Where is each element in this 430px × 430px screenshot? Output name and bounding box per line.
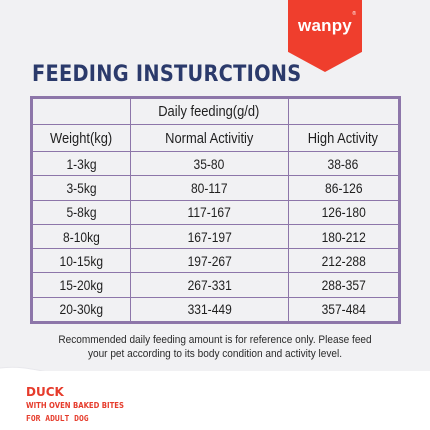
high-cell: 180-212 [287,223,401,250]
column-header-normal: Normal Activitiy [129,124,289,152]
high-cell: 126-180 [287,199,401,225]
weight-cell: 3-5kg [31,175,131,201]
high-cell: 357-484 [287,296,401,324]
empty-header-cell [31,97,131,125]
feeding-note-line1: Recommended daily feeding amount is for … [58,334,372,346]
weight-cell: 1-3kg [31,150,131,177]
product-band [0,371,430,430]
weight-cell: 10-15kg [31,248,131,274]
high-cell: 288-357 [287,272,401,298]
normal-cell: 117-167 [129,199,289,225]
normal-cell: 197-267 [129,248,289,274]
table-row: 10-15kg 197-267 212-288 [31,248,401,274]
empty-header-cell [287,97,401,125]
normal-cell: 35-80 [129,150,289,177]
brand-logo: wanpy [298,16,352,35]
feeding-table: Daily feeding(g/d) Weight(kg) Normal Act… [30,96,401,325]
table-row: 3-5kg 80-117 86-126 [31,175,401,201]
table-row: 1-3kg 35-80 38-86 [31,150,401,177]
weight-cell: 15-20kg [31,272,131,298]
product-subtitle: WITH OVEN BAKED BITES [26,401,124,410]
table-column-header-row: Weight(kg) Normal Activitiy High Activit… [31,124,401,152]
page-title: FEEDING INSTURCTIONS [32,62,302,87]
column-header-high: High Activity [287,124,401,152]
weight-cell: 5-8kg [31,199,131,225]
daily-feeding-header: Daily feeding(g/d) [129,97,289,125]
normal-cell: 267-331 [129,272,289,298]
feeding-note: Recommended daily feeding amount is for … [20,333,410,361]
normal-cell: 167-197 [129,223,289,250]
table-row: 15-20kg 267-331 288-357 [31,272,401,298]
table-row: 20-30kg 331-449 357-484 [31,296,401,324]
high-cell: 86-126 [287,175,401,201]
weight-cell: 8-10kg [31,223,131,250]
product-name: DUCK [26,385,64,399]
registered-mark: ® [352,11,356,17]
table-group-header-row: Daily feeding(g/d) [31,97,401,125]
normal-cell: 331-449 [129,296,289,324]
normal-cell: 80-117 [129,175,289,201]
table-row: 5-8kg 117-167 126-180 [31,199,401,225]
feeding-note-line2: your pet according to its body condition… [87,348,343,360]
high-cell: 38-86 [287,150,401,177]
table-row: 8-10kg 167-197 180-212 [31,223,401,250]
high-cell: 212-288 [287,248,401,274]
column-header-weight: Weight(kg) [31,124,131,152]
product-audience: FOR ADULT DOG [26,414,89,423]
weight-cell: 20-30kg [31,296,131,324]
